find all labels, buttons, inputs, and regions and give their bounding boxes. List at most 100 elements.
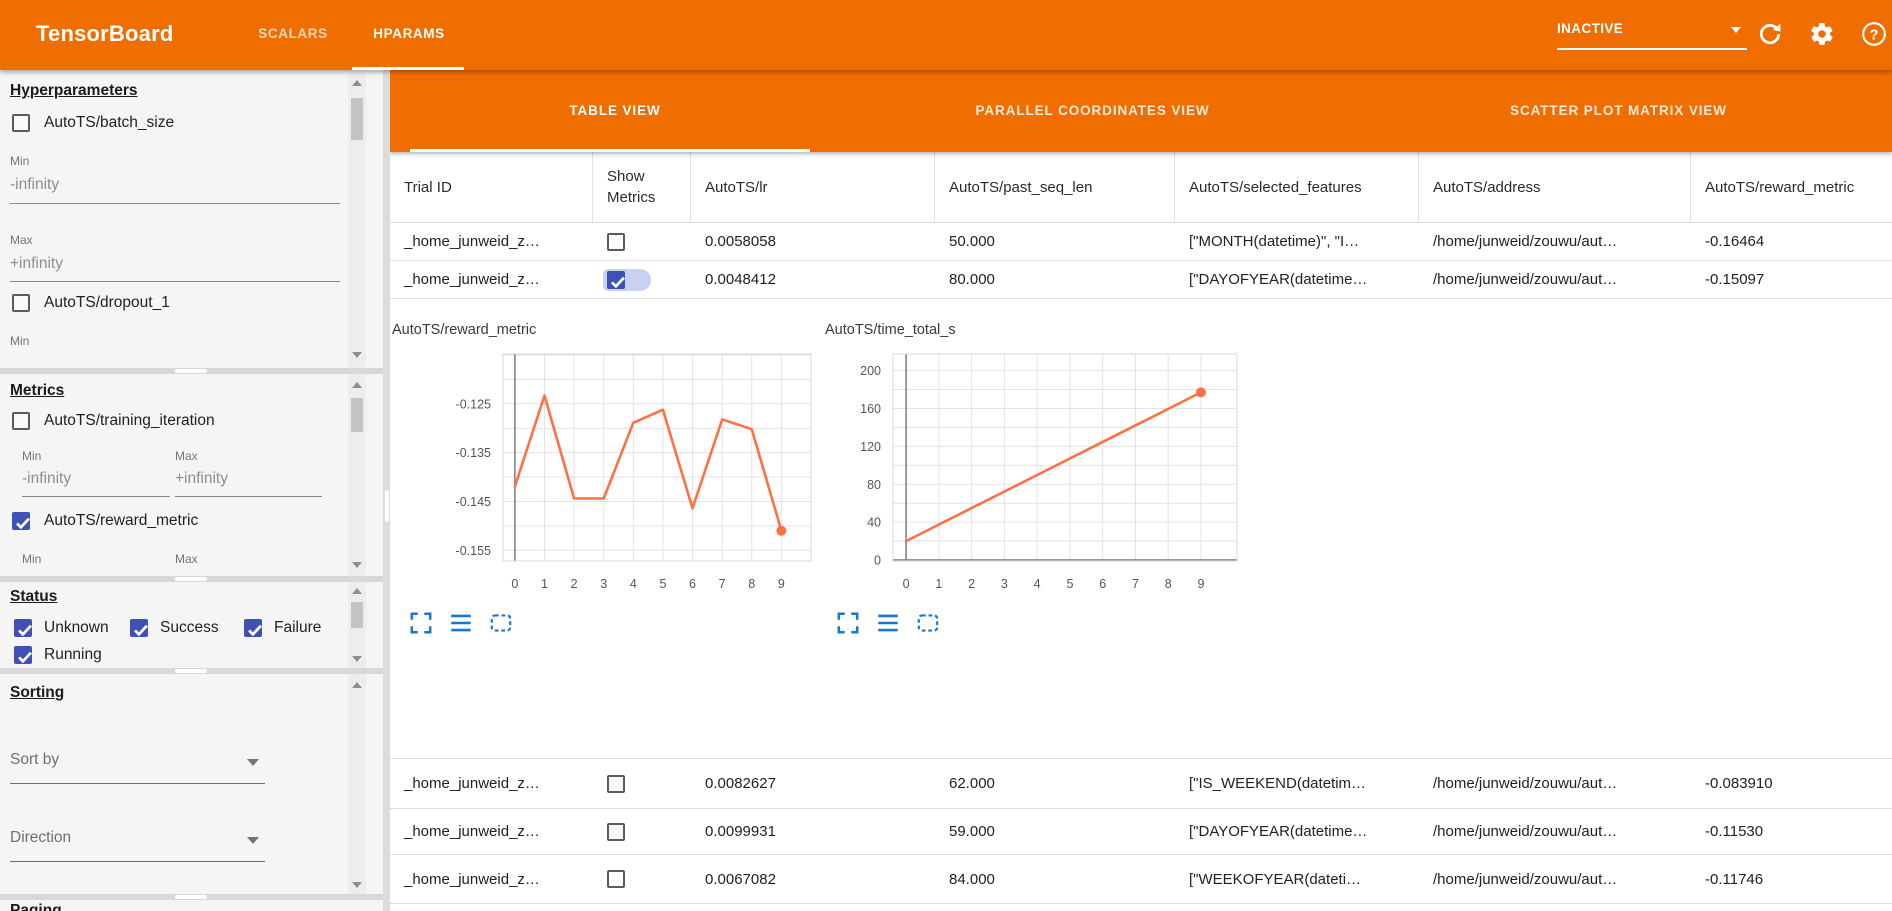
svg-text:3: 3 xyxy=(1001,577,1008,591)
metric-charts: AutoTS/reward_metric AutoTS/time_total_s… xyxy=(390,299,1892,758)
checkbox-reward-metric[interactable] xyxy=(12,512,30,530)
svg-text:-0.145: -0.145 xyxy=(456,495,491,509)
chart-toolbar xyxy=(408,610,514,636)
col-header-show-metrics[interactable]: Show Metrics xyxy=(593,152,691,222)
hyperparameters-heading: Hyperparameters xyxy=(10,82,138,99)
time-total-line-chart[interactable]: 0 40 80 120 160 200 0 1 2 3 4 5 6 7 8 9 xyxy=(840,340,1280,596)
checkbox-batch-size[interactable] xyxy=(12,114,30,132)
sorting-heading: Sorting xyxy=(10,684,65,701)
scroll-up-icon[interactable] xyxy=(352,382,362,388)
scroll-thumb[interactable] xyxy=(351,398,363,432)
cell-selected-features: ["MONTH(datetime)", "I… xyxy=(1189,233,1360,250)
refresh-icon[interactable] xyxy=(1757,21,1783,47)
cell-past-seq-len: 80.000 xyxy=(949,271,995,288)
chart-title-reward-metric: AutoTS/reward_metric xyxy=(392,322,537,338)
min-input[interactable]: -infinity xyxy=(22,470,72,487)
sort-by-underline xyxy=(10,783,265,784)
expand-icon[interactable] xyxy=(408,610,434,636)
checkbox-dropout-1[interactable] xyxy=(12,294,30,312)
col-header-address[interactable]: AutoTS/address xyxy=(1419,152,1691,222)
hyperparameters-scrollbar[interactable] xyxy=(348,70,366,368)
chevron-down-icon xyxy=(247,837,259,844)
cell-reward-metric: -0.16464 xyxy=(1705,233,1765,250)
show-metrics-checkbox[interactable] xyxy=(607,232,625,251)
sort-by-select[interactable]: Sort by xyxy=(10,751,60,768)
cell-reward-metric: -0.11746 xyxy=(1705,870,1764,888)
cell-past-seq-len: 84.000 xyxy=(949,870,995,888)
section-divider[interactable] xyxy=(0,668,383,674)
col-header-reward-metric[interactable]: AutoTS/reward_metric xyxy=(1705,178,1855,196)
sidebar-section-sorting: Sorting Sort by Direction xyxy=(0,674,383,894)
help-icon[interactable]: ? xyxy=(1861,21,1887,47)
col-header-trial-id[interactable]: Trial ID xyxy=(390,152,593,222)
table-header: Trial ID Show Metrics AutoTS/lr AutoTS/p… xyxy=(390,152,1892,223)
show-metrics-checkbox[interactable] xyxy=(607,270,625,289)
show-metrics-checkbox[interactable] xyxy=(607,822,625,841)
scroll-thumb[interactable] xyxy=(351,602,363,628)
tab-table-view[interactable]: TABLE VIEW xyxy=(569,103,661,118)
svg-text:-0.125: -0.125 xyxy=(456,397,491,411)
status-label-failure: Failure xyxy=(274,619,322,636)
expand-icon[interactable] xyxy=(835,610,861,636)
tab-hparams[interactable]: HPARAMS xyxy=(373,26,445,41)
cell-lr: 0.0067082 xyxy=(705,870,776,888)
list-icon[interactable] xyxy=(875,610,901,636)
show-metrics-checkbox[interactable] xyxy=(607,870,625,888)
col-header-lr[interactable]: AutoTS/lr xyxy=(691,152,935,222)
max-label: Max xyxy=(175,449,198,463)
sorting-scrollbar[interactable] xyxy=(348,674,366,894)
dashed-box-icon[interactable] xyxy=(915,610,941,636)
app-title: TensorBoard xyxy=(36,21,174,46)
checkbox-status-unknown[interactable] xyxy=(14,619,32,637)
checkbox-status-success[interactable] xyxy=(130,619,148,637)
svg-text:0: 0 xyxy=(511,577,518,591)
tab-scatter-plot-matrix-view[interactable]: SCATTER PLOT MATRIX VIEW xyxy=(1510,103,1727,118)
max-input[interactable]: +infinity xyxy=(10,255,63,272)
max-input[interactable]: +infinity xyxy=(175,470,228,487)
sidebar-resize-handle[interactable] xyxy=(383,70,390,911)
run-status-select[interactable]: INACTIVE xyxy=(1557,14,1747,50)
section-divider[interactable] xyxy=(0,576,383,582)
checkbox-status-failure[interactable] xyxy=(244,619,262,637)
section-divider[interactable] xyxy=(0,368,383,374)
reward-metric-line-chart[interactable]: -0.125 -0.135 -0.145 -0.155 0 1 2 3 4 5 6 7 8 9 xyxy=(390,340,830,596)
gear-icon[interactable] xyxy=(1809,21,1835,47)
tab-scalars[interactable]: SCALARS xyxy=(258,26,328,41)
col-header-selected-features[interactable]: AutoTS/selected_features xyxy=(1175,152,1419,222)
paging-heading: Paging xyxy=(10,902,62,911)
scroll-up-icon[interactable] xyxy=(352,682,362,688)
show-metrics-checkbox[interactable] xyxy=(607,774,625,793)
cell-trial-id: _home_junweid_z… xyxy=(404,823,540,840)
tab-parallel-coordinates-view[interactable]: PARALLEL COORDINATES VIEW xyxy=(975,103,1210,118)
scroll-down-icon[interactable] xyxy=(352,656,362,662)
checkbox-training-iteration[interactable] xyxy=(12,412,30,430)
cell-selected-features: ["DAYOFYEAR(datetime… xyxy=(1189,823,1368,840)
scroll-up-icon[interactable] xyxy=(352,80,362,86)
scroll-thumb[interactable] xyxy=(351,98,363,140)
chart-toolbar xyxy=(835,610,941,636)
scroll-down-icon[interactable] xyxy=(352,352,362,358)
svg-text:4: 4 xyxy=(1034,577,1041,591)
section-divider[interactable] xyxy=(0,894,383,900)
cell-reward-metric: -0.083910 xyxy=(1705,775,1773,792)
metrics-scrollbar[interactable] xyxy=(348,374,366,576)
cell-show-metrics xyxy=(593,759,691,808)
svg-text:1: 1 xyxy=(935,577,942,591)
cell-address: /home/junweid/zouwu/aut… xyxy=(1433,271,1618,288)
cell-past-seq-len: 59.000 xyxy=(949,823,995,840)
dashed-box-icon[interactable] xyxy=(488,610,514,636)
cell-trial-id: _home_junweid_z… xyxy=(404,233,540,250)
status-label-success: Success xyxy=(160,619,219,636)
direction-underline xyxy=(10,861,265,862)
hparam-label-dropout-1: AutoTS/dropout_1 xyxy=(44,294,170,311)
svg-text:6: 6 xyxy=(1099,577,1106,591)
status-scrollbar[interactable] xyxy=(348,582,366,668)
list-icon[interactable] xyxy=(448,610,474,636)
min-input[interactable]: -infinity xyxy=(10,176,60,193)
checkbox-status-running[interactable] xyxy=(14,646,32,664)
direction-select[interactable]: Direction xyxy=(10,829,72,846)
scroll-down-icon[interactable] xyxy=(352,562,362,568)
col-header-past-seq-len[interactable]: AutoTS/past_seq_len xyxy=(935,152,1175,222)
scroll-up-icon[interactable] xyxy=(352,588,362,594)
scroll-down-icon[interactable] xyxy=(352,882,362,888)
